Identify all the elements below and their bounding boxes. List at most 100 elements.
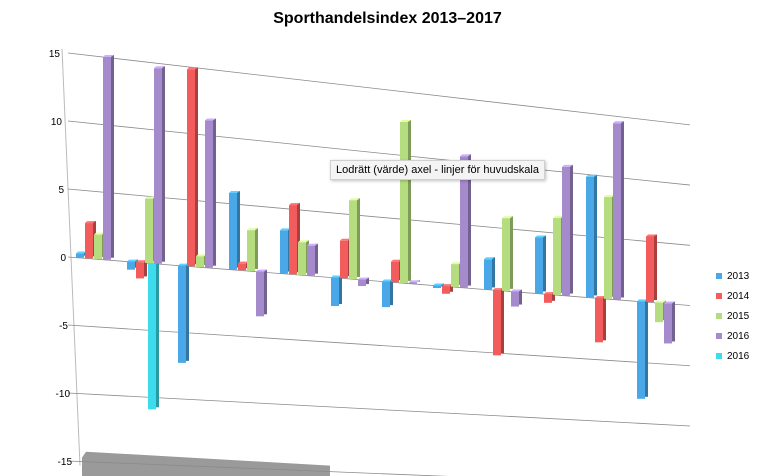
bar-side bbox=[492, 257, 495, 288]
bar-top bbox=[340, 238, 351, 241]
bar-2013-4 bbox=[229, 193, 237, 270]
gridline bbox=[67, 460, 449, 476]
bar-2013-5 bbox=[280, 230, 288, 274]
bar-side bbox=[408, 119, 411, 281]
bar-2015-2 bbox=[145, 198, 153, 264]
bar-top bbox=[400, 119, 411, 122]
bar-2014-6 bbox=[340, 240, 348, 279]
bar-top bbox=[136, 260, 147, 263]
bar-top bbox=[247, 228, 258, 231]
bar-top bbox=[76, 251, 87, 254]
bar-2015-6 bbox=[349, 200, 357, 279]
bar-2015-3 bbox=[196, 256, 204, 267]
bar-2014-11 bbox=[595, 298, 603, 343]
legend-swatch bbox=[716, 353, 722, 359]
gridline bbox=[67, 256, 691, 306]
bar-2014-3 bbox=[187, 69, 195, 267]
legend-label: 2016 bbox=[727, 330, 750, 342]
bar-side bbox=[195, 67, 198, 265]
bar-top bbox=[127, 259, 138, 262]
legend-label: 2013 bbox=[727, 270, 750, 282]
bar-side bbox=[501, 288, 504, 354]
bar-2016-12 bbox=[664, 303, 672, 344]
bar-top bbox=[433, 283, 444, 286]
bar-2015-1 bbox=[94, 234, 102, 260]
bar-side bbox=[315, 243, 318, 274]
bar-side bbox=[594, 174, 597, 296]
bar-top bbox=[502, 216, 513, 219]
bar-2013-7 bbox=[382, 281, 390, 308]
bar-2016-11 bbox=[613, 123, 621, 300]
bar-top bbox=[280, 228, 291, 231]
bar-2015-7 bbox=[400, 121, 408, 283]
bar-side bbox=[111, 55, 114, 258]
bar-2016-9 bbox=[511, 291, 519, 307]
bar-2013-2 bbox=[127, 261, 135, 270]
gridline bbox=[67, 324, 691, 367]
bar-top bbox=[535, 235, 546, 238]
bar-2013-8 bbox=[433, 285, 441, 289]
bar-top bbox=[187, 67, 198, 70]
bar-top bbox=[484, 257, 495, 260]
bar-top bbox=[562, 164, 573, 167]
legend-swatch bbox=[716, 333, 722, 339]
bar-side bbox=[390, 279, 393, 306]
bar-2013-10 bbox=[535, 237, 543, 294]
bar-2016-6 bbox=[358, 279, 366, 287]
bar-side bbox=[450, 284, 453, 292]
bar-top bbox=[94, 232, 105, 235]
bar-2014-1 bbox=[85, 223, 93, 259]
legend-swatch bbox=[716, 313, 722, 319]
bar-top bbox=[256, 269, 267, 272]
bar-2015-4 bbox=[247, 230, 255, 271]
y-tick-label: 10 bbox=[51, 117, 63, 128]
bar-top bbox=[391, 259, 402, 262]
bar-side bbox=[255, 228, 258, 269]
bar-side bbox=[570, 164, 573, 294]
y-tick-label: 5 bbox=[58, 185, 64, 196]
bar-side bbox=[654, 234, 657, 301]
bar-2016-7 bbox=[409, 282, 417, 284]
bar-top bbox=[85, 221, 96, 224]
bar-top bbox=[103, 55, 114, 58]
bar-2016-1 bbox=[103, 57, 111, 260]
gridline-tooltip: Lodrätt (värde) axel - linjer för huvuds… bbox=[330, 160, 545, 180]
bar-top bbox=[655, 300, 666, 303]
bar-top bbox=[409, 280, 420, 283]
bar-top bbox=[613, 121, 624, 124]
floor bbox=[82, 451, 330, 476]
bar-top bbox=[664, 301, 675, 304]
bar-side bbox=[510, 216, 513, 289]
bar-side bbox=[357, 198, 360, 277]
bar-2016-1 bbox=[148, 263, 156, 410]
bar-side bbox=[672, 301, 675, 342]
bar-2013-12 bbox=[637, 301, 645, 399]
bar-top bbox=[298, 240, 309, 243]
bar-2016-10 bbox=[562, 166, 570, 296]
bar-top bbox=[442, 284, 453, 287]
bar-side bbox=[297, 203, 300, 273]
bar-2015-9 bbox=[502, 218, 510, 291]
bar-top bbox=[196, 254, 207, 257]
gridline bbox=[67, 52, 691, 126]
legend-item: 2013 bbox=[716, 266, 749, 286]
bar-top bbox=[382, 279, 393, 282]
legend-item: 2014 bbox=[716, 286, 749, 306]
bar-2016-8 bbox=[460, 156, 468, 288]
bar-side bbox=[543, 235, 546, 292]
bar-2015-11 bbox=[604, 197, 612, 299]
y-tick-label: -5 bbox=[59, 321, 68, 332]
bar-top bbox=[331, 275, 342, 278]
bar-top bbox=[460, 154, 471, 157]
bar-2015-5 bbox=[298, 242, 306, 275]
bar-top bbox=[646, 234, 657, 237]
bar-2014-4 bbox=[238, 263, 246, 271]
bar-side bbox=[264, 269, 267, 315]
bar-side bbox=[441, 283, 444, 287]
bar-side bbox=[366, 277, 369, 285]
bar-2014-2 bbox=[136, 262, 144, 279]
bar-2013-6 bbox=[331, 277, 339, 306]
bar-top bbox=[595, 296, 606, 299]
